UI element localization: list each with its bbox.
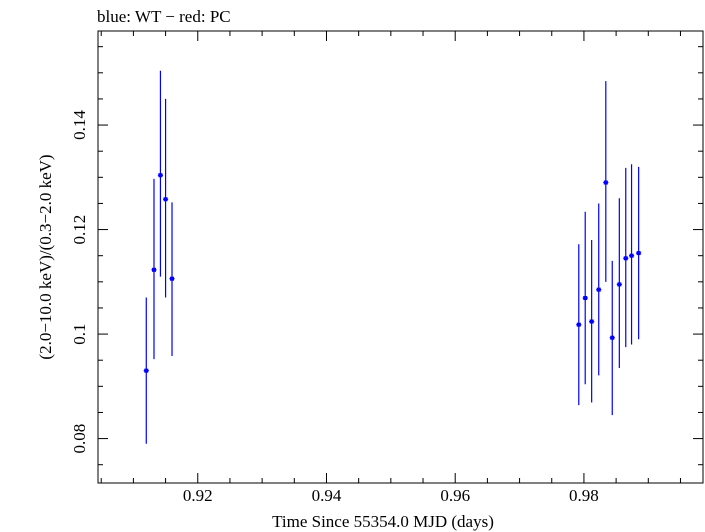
y-tick-label: 0.08: [70, 424, 89, 454]
x-tick-label: 0.94: [312, 486, 342, 505]
point-marker: [617, 282, 622, 287]
point-marker: [583, 296, 588, 301]
x-tick-label: 0.96: [440, 486, 470, 505]
point-marker: [610, 335, 615, 340]
data-point: [151, 178, 157, 360]
point-marker: [636, 251, 641, 256]
point-marker: [596, 287, 601, 292]
data-point: [169, 202, 175, 357]
y-axis-label: (2.0−10.0 keV)/(0.3−2.0 keV): [36, 154, 55, 359]
data-point: [582, 211, 588, 385]
x-axis-label: Time Since 55354.0 MJD (days): [272, 512, 494, 531]
point-marker: [158, 173, 163, 178]
y-tick-label: 0.14: [70, 110, 89, 140]
point-marker: [603, 180, 608, 185]
data-point: [143, 297, 149, 444]
point-marker: [151, 267, 156, 272]
point-marker: [163, 197, 168, 202]
point-marker: [576, 322, 581, 327]
data-point: [636, 166, 642, 340]
point-marker: [629, 253, 634, 258]
point-marker: [144, 368, 149, 373]
x-tick-label: 0.92: [183, 486, 213, 505]
data-point: [623, 167, 629, 348]
y-tick-label: 0.12: [70, 215, 89, 245]
data-point: [596, 203, 602, 376]
data-point: [163, 98, 169, 298]
data-point: [616, 198, 622, 369]
data-point: [603, 81, 609, 282]
point-marker: [170, 276, 175, 281]
point-marker: [589, 319, 594, 324]
axis-ticks: 0.92 0.94 0.96 0.98 0.08 0.1 0.12 0.14: [70, 31, 703, 505]
data-point: [576, 244, 582, 406]
y-tick-label: 0.1: [70, 323, 89, 344]
data-point: [589, 240, 595, 403]
point-marker: [623, 256, 628, 261]
data-point: [609, 260, 615, 416]
data-series-wt: [143, 70, 642, 444]
data-point: [157, 70, 164, 277]
chart-title: blue: WT − red: PC: [97, 7, 231, 26]
plot-frame: [97, 30, 704, 484]
x-tick-label: 0.98: [569, 486, 599, 505]
data-point: [628, 164, 635, 345]
